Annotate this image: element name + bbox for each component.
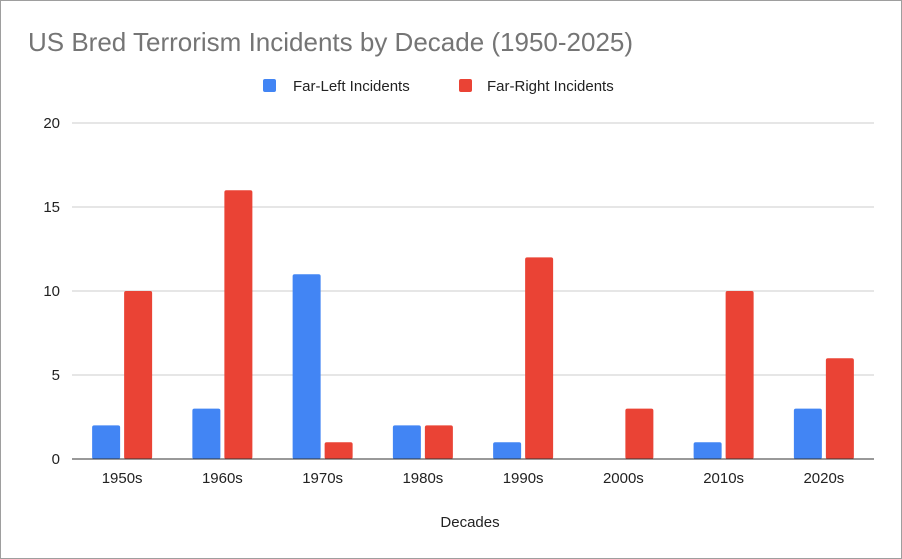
- bar-far-left-1950s: [92, 425, 121, 459]
- bar-far-right-1990s: [525, 257, 554, 459]
- y-tick-label: 5: [52, 367, 60, 384]
- x-tick-label: 1960s: [202, 470, 243, 487]
- bar-far-left-1960s: [192, 408, 221, 459]
- y-tick-label: 15: [43, 199, 60, 216]
- x-tick-label: 1970s: [302, 470, 343, 487]
- bar-far-right-1970s: [324, 442, 353, 459]
- bar-far-left-2010s: [693, 442, 722, 459]
- bar-far-right-1950s: [124, 291, 153, 459]
- bar-far-left-1970s: [292, 274, 321, 459]
- legend[interactable]: Far-Left Incidents Far-Right Incidents: [263, 78, 614, 95]
- bars: [92, 190, 854, 459]
- legend-swatch-far-right: [459, 79, 472, 92]
- bar-far-right-2020s: [825, 358, 854, 459]
- y-axis-ticks: 0 5 10 15 20: [43, 115, 60, 468]
- bar-far-right-2010s: [725, 291, 754, 459]
- legend-label-far-left: Far-Left Incidents: [293, 78, 410, 95]
- bar-far-right-1980s: [424, 425, 453, 459]
- x-axis-ticks: 1950s 1960s 1970s 1980s 1990s 2000s 2010s 2020s: [102, 470, 845, 487]
- y-tick-label: 0: [52, 451, 60, 468]
- x-tick-label: 2010s: [703, 470, 744, 487]
- bar-far-left-1980s: [392, 425, 421, 459]
- gridlines: [72, 122, 874, 376]
- bar-far-left-2020s: [793, 408, 822, 459]
- x-tick-label: 1990s: [503, 470, 544, 487]
- x-tick-label: 1950s: [102, 470, 143, 487]
- chart-title: US Bred Terrorism Incidents by Decade (1…: [28, 27, 634, 57]
- legend-swatch-far-left: [263, 79, 276, 92]
- x-axis-label: Decades: [440, 514, 499, 531]
- y-tick-label: 20: [43, 115, 60, 132]
- x-tick-label: 2020s: [803, 470, 844, 487]
- legend-label-far-right: Far-Right Incidents: [487, 78, 614, 95]
- x-tick-label: 2000s: [603, 470, 644, 487]
- bar-far-right-2000s: [625, 408, 654, 459]
- bar-far-left-1990s: [493, 442, 522, 459]
- bar-far-right-1960s: [224, 190, 253, 459]
- y-tick-label: 10: [43, 283, 60, 300]
- x-tick-label: 1980s: [402, 470, 443, 487]
